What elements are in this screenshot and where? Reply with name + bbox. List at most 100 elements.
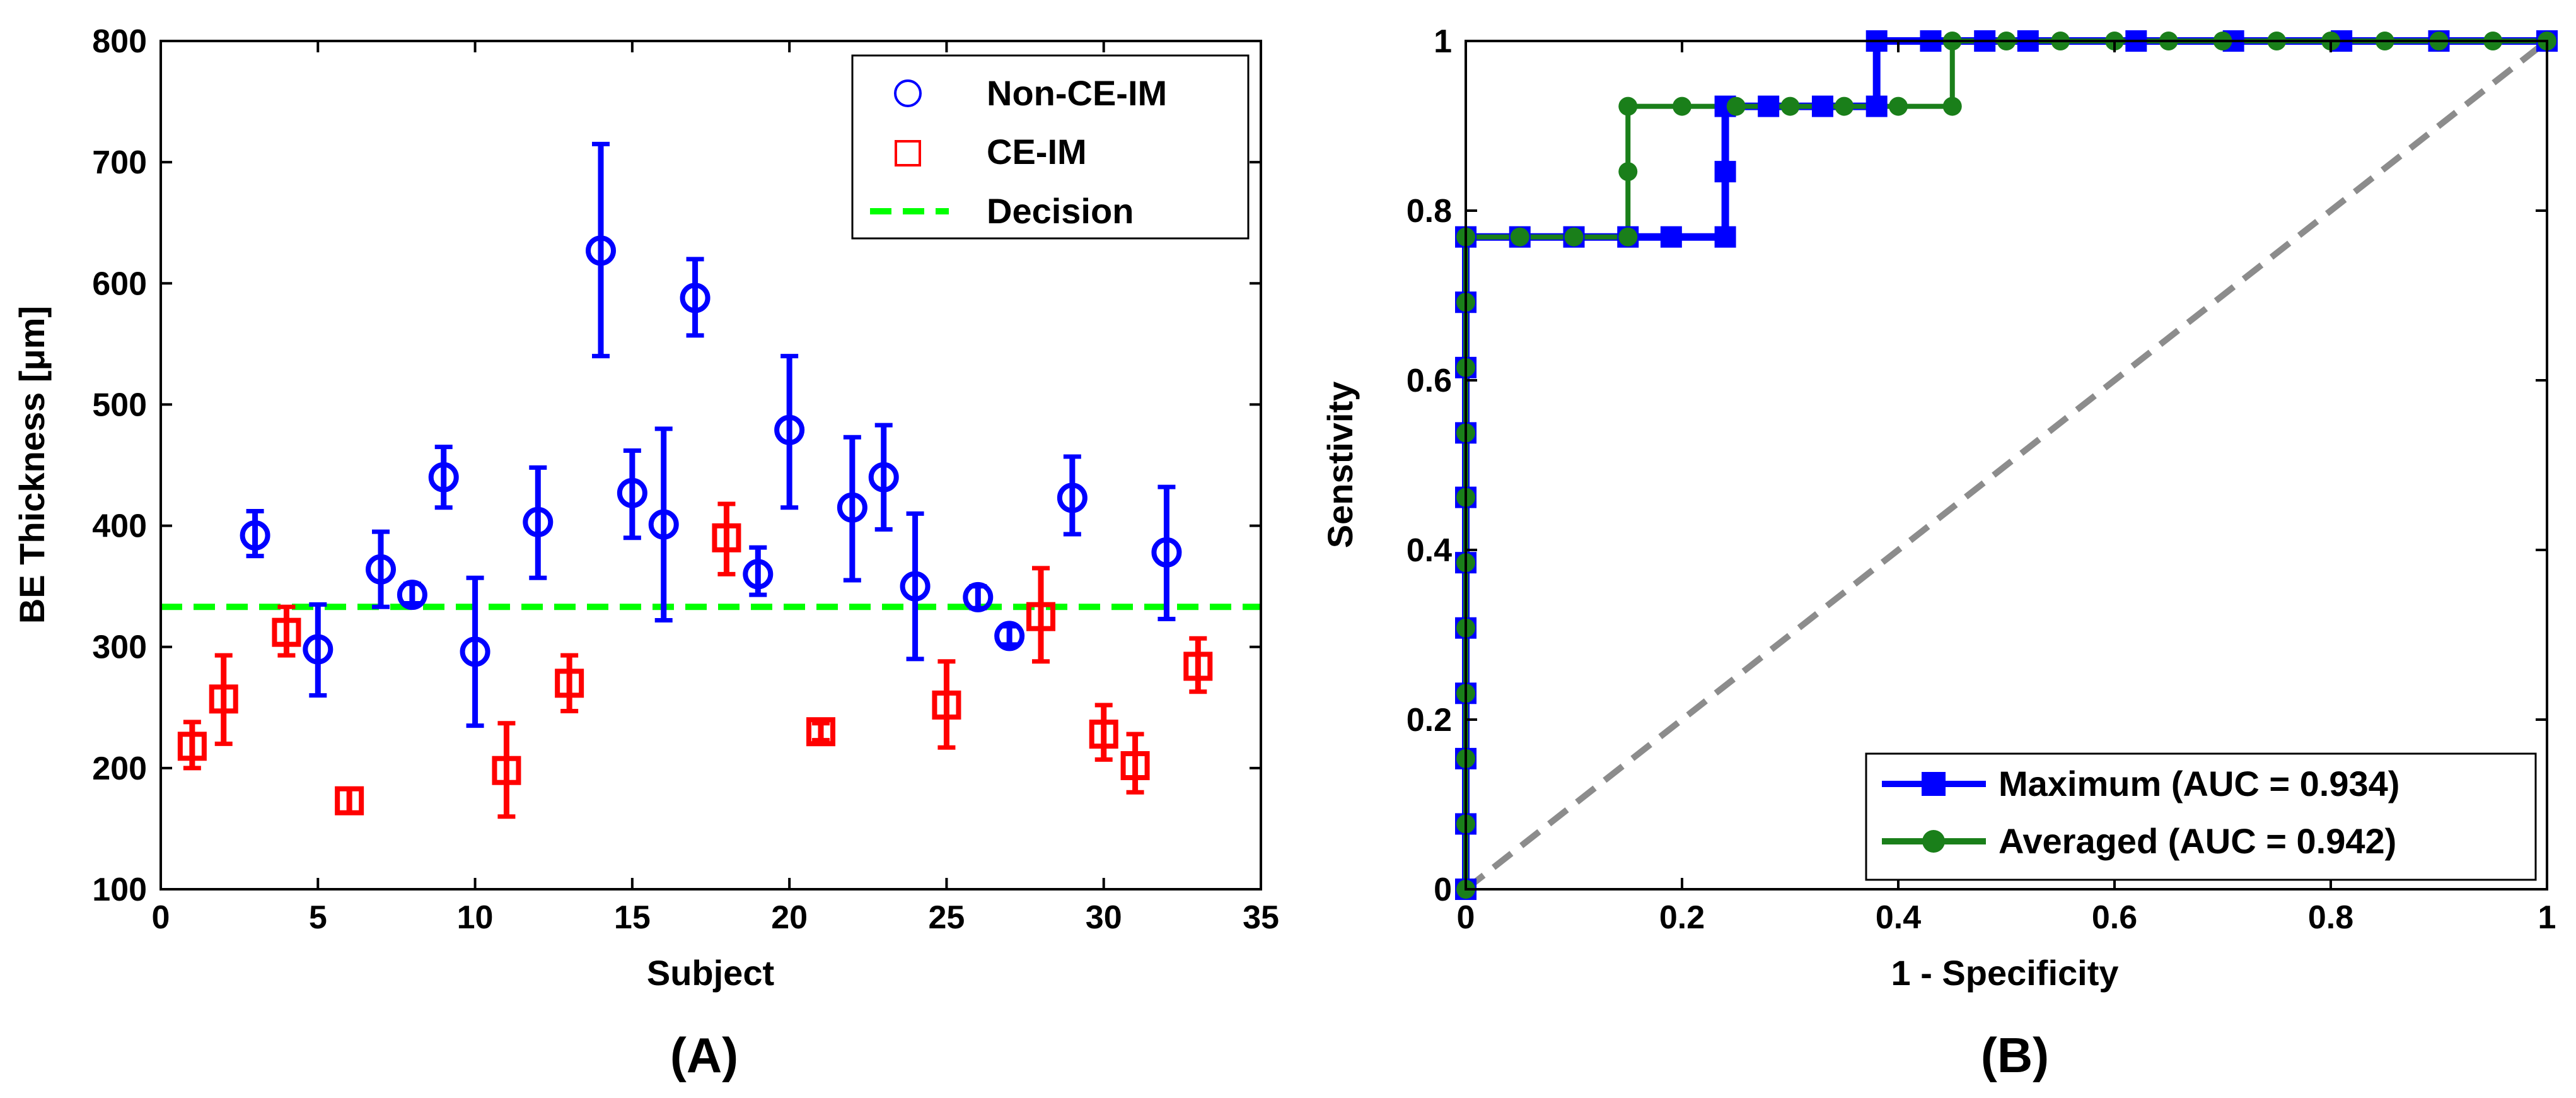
non-ce-im-point xyxy=(648,509,679,540)
non-ce-im-point xyxy=(963,581,994,612)
y-tick-label: 0.6 xyxy=(1407,363,1452,399)
ce-im-point xyxy=(492,756,521,785)
legend-label-non-ce-im: Non-CE-IM xyxy=(987,73,1167,113)
panel-a-axes-box xyxy=(160,40,1262,891)
y-tick-label: 700 xyxy=(92,144,147,181)
non-ce-im-point xyxy=(586,235,616,266)
non-ce-im-point xyxy=(900,571,931,602)
legend-circle-icon xyxy=(1922,830,1945,853)
ce-im-point xyxy=(932,690,961,720)
x-axis-ticks: 0 5 10 15 20 25 30 35 xyxy=(152,41,1279,936)
y-tick-label: 500 xyxy=(92,387,147,423)
x-tick-label: 25 xyxy=(929,899,965,936)
x-tick-label: 0.6 xyxy=(2092,899,2137,936)
x-axis-label: 1 - Specificity xyxy=(1891,953,2118,993)
legend-square-icon xyxy=(1922,772,1946,796)
x-tick-label: 0.8 xyxy=(2308,899,2353,936)
non-ce-im-point xyxy=(743,559,774,590)
y-axis-label: BE Thickness [μm] xyxy=(12,306,52,624)
non-ce-im-point xyxy=(680,283,711,313)
y-tick-label: 400 xyxy=(92,508,147,545)
legend-square-icon xyxy=(895,140,921,166)
roc-point-averaged xyxy=(1618,227,1638,247)
roc-point-averaged xyxy=(1780,96,1800,116)
ce-im-point xyxy=(806,717,835,747)
non-ce-im-point xyxy=(617,477,647,508)
x-tick-label: 0.4 xyxy=(1876,899,1921,936)
ce-im-point xyxy=(1026,602,1055,631)
panel-a: 0 5 10 15 20 25 30 35 100200300400500600700800 … xyxy=(12,23,1279,1083)
x-axis-ticks: 0 0.2 0.4 0.6 0.8 1 xyxy=(1457,41,2556,936)
x-tick-label: 0 xyxy=(152,899,170,936)
marker-layer xyxy=(177,235,1213,815)
y-tick-label: 100 xyxy=(92,872,147,908)
non-ce-im-point xyxy=(397,580,427,610)
x-tick-label: 0 xyxy=(1457,899,1475,936)
non-ce-im-point xyxy=(1057,482,1088,513)
roc-point-averaged xyxy=(1673,96,1691,116)
x-tick-label: 30 xyxy=(1086,899,1122,936)
ce-im-point xyxy=(335,786,364,815)
x-tick-label: 10 xyxy=(457,899,494,936)
y-axis-label: Senstivity xyxy=(1320,382,1360,549)
ce-im-point xyxy=(555,669,584,698)
y-tick-label: 300 xyxy=(92,629,147,666)
legend-label-averaged: Averaged (AUC = 0.942) xyxy=(1999,821,2396,861)
non-ce-im-point xyxy=(994,621,1025,651)
y-tick-label: 200 xyxy=(92,750,147,787)
y-tick-label: 0.4 xyxy=(1407,532,1452,569)
ce-im-point xyxy=(1089,720,1118,749)
ce-im-point xyxy=(1183,651,1213,681)
non-ce-im-point xyxy=(240,520,270,551)
legend-label-ce-im: CE-IM xyxy=(987,132,1087,172)
non-ce-im-point xyxy=(460,636,490,667)
ce-im-point xyxy=(272,617,301,647)
roc-point-maximum xyxy=(1811,95,1833,117)
non-ce-im-point xyxy=(774,414,805,445)
ce-im-point xyxy=(177,732,207,761)
roc-point-averaged xyxy=(1889,96,1908,116)
roc-point-maximum xyxy=(1660,226,1682,248)
roc-point-maximum xyxy=(1865,95,1888,117)
non-ce-im-point xyxy=(837,492,867,523)
roc-point-averaged xyxy=(1835,96,1854,116)
chance-line xyxy=(1463,38,2550,892)
ce-im-point xyxy=(1120,751,1150,781)
x-tick-label: 20 xyxy=(771,899,808,936)
roc-point-averaged xyxy=(1726,96,1746,116)
roc-point-averaged xyxy=(1942,96,1962,116)
panel-b-plot-area xyxy=(1455,30,2558,900)
x-tick-label: 5 xyxy=(309,899,327,936)
y-tick-label: 0.8 xyxy=(1407,193,1452,230)
non-ce-im-point xyxy=(868,462,899,493)
roc-point-averaged xyxy=(1510,227,1529,247)
chance-line-layer xyxy=(1463,38,2550,892)
ce-im-point xyxy=(712,523,741,552)
x-axis-label: Subject xyxy=(647,953,774,993)
non-ce-im-point xyxy=(428,462,459,493)
panel-label-a: (A) xyxy=(670,1027,738,1083)
legend-label-maximum: Maximum (AUC = 0.934) xyxy=(1999,764,2399,803)
roc-point-averaged xyxy=(1618,162,1638,182)
roc-point-maximum xyxy=(1714,161,1736,183)
panel-b-axes-box xyxy=(1465,40,2548,891)
non-ce-im-point xyxy=(366,554,396,585)
ce-im-point xyxy=(209,684,238,714)
x-tick-label: 1 xyxy=(2538,899,2556,936)
panel-label-b: (B) xyxy=(1981,1027,2049,1083)
y-axis-ticks: 100 200 300 400 500 600 700 800 xyxy=(92,23,1261,908)
non-ce-im-point xyxy=(523,506,554,537)
roc-point-maximum xyxy=(1714,226,1736,248)
y-tick-label: 0 xyxy=(1434,872,1452,908)
legend-box xyxy=(1865,752,2537,881)
panel-b: 0 0.2 0.4 0.6 0.8 1 0 0.2 0.4 0.6 0.8 1 1 - Specif… xyxy=(1320,23,2558,1083)
roc-point-averaged xyxy=(1564,227,1584,247)
legend: Maximum (AUC = 0.934) Averaged (AUC = 0.… xyxy=(1865,752,2537,881)
y-axis-ticks: 0 0.2 0.4 0.6 0.8 1 xyxy=(1407,23,2547,908)
y-tick-label: 0.2 xyxy=(1407,702,1452,739)
non-ce-im-point xyxy=(303,634,334,665)
roc-point-averaged xyxy=(1618,96,1638,116)
roc-point-maximum xyxy=(1758,95,1780,117)
y-tick-label: 600 xyxy=(92,266,147,302)
